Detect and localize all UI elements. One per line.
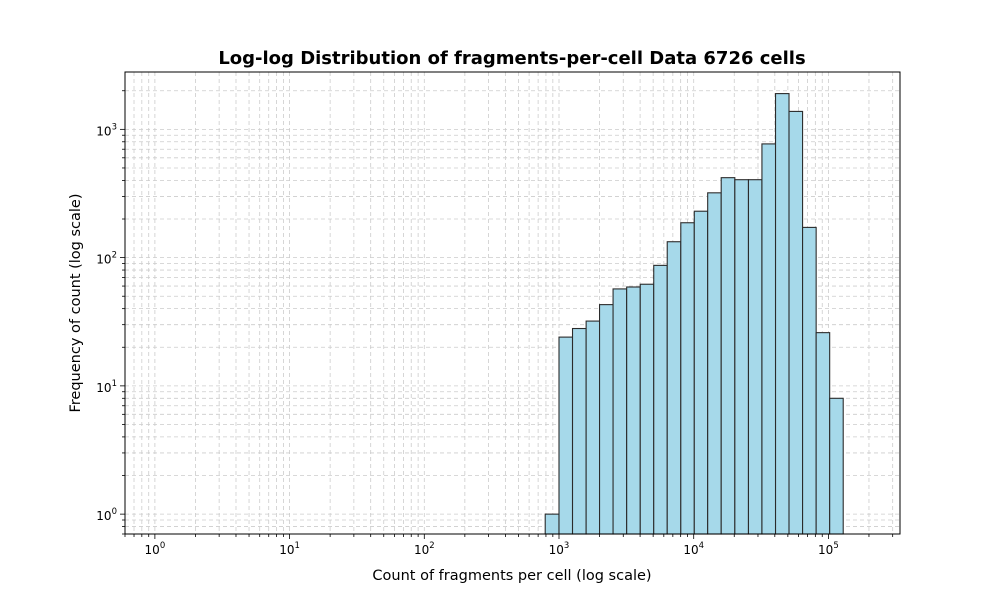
plot-frame bbox=[124, 71, 901, 535]
histogram-bar bbox=[802, 226, 817, 535]
histogram-bar bbox=[666, 241, 682, 535]
histogram-bar bbox=[815, 332, 831, 535]
chart-title: Log-log Distribution of fragments-per-ce… bbox=[218, 48, 805, 69]
histogram-bar bbox=[558, 336, 574, 535]
y-tick-label: 100 bbox=[96, 507, 117, 523]
x-tick-label: 101 bbox=[279, 541, 300, 557]
y-tick-label: 103 bbox=[96, 122, 117, 138]
y-tick-label: 101 bbox=[96, 379, 117, 395]
x-tick-label: 103 bbox=[549, 541, 570, 557]
histogram-bars bbox=[544, 93, 844, 535]
histogram-bar bbox=[774, 93, 790, 535]
x-tick-label: 104 bbox=[683, 541, 704, 557]
histogram-bar bbox=[707, 192, 722, 535]
x-tick-label: 105 bbox=[818, 541, 839, 557]
x-tick-label: 102 bbox=[414, 541, 435, 557]
histogram-bar bbox=[693, 210, 709, 535]
histogram-bar bbox=[761, 143, 777, 535]
histogram-bar bbox=[747, 179, 763, 535]
histogram-bar bbox=[829, 397, 844, 535]
y-tick-label: 102 bbox=[96, 251, 117, 267]
histogram-bar bbox=[788, 110, 804, 535]
histogram-bar bbox=[571, 327, 587, 535]
x-tick-label: 100 bbox=[145, 541, 166, 557]
histogram-bar bbox=[598, 304, 614, 535]
histogram-bar bbox=[734, 179, 750, 535]
histogram-bar bbox=[612, 288, 628, 535]
histogram-bar bbox=[720, 177, 736, 535]
histogram-bar bbox=[639, 283, 655, 535]
histogram-bar bbox=[680, 222, 695, 535]
x-axis-label: Count of fragments per cell (log scale) bbox=[372, 568, 651, 584]
histogram-bar bbox=[585, 320, 601, 535]
histogram-bar bbox=[653, 264, 668, 535]
histogram-bar bbox=[626, 286, 641, 535]
y-axis-label: Frequency of count (log scale) bbox=[68, 193, 84, 412]
histogram-bar bbox=[544, 513, 560, 535]
